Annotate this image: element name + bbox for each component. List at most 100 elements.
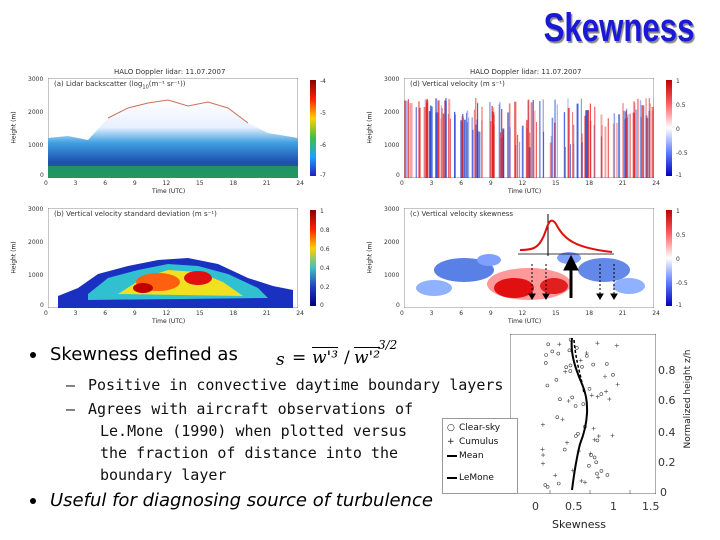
x-tick: 0 [400, 310, 404, 317]
panel-header: HALO Doppler lidar: 11.07.2007 [470, 68, 582, 76]
profile-y-label: Normalized height z/h [683, 349, 693, 449]
y-tick: 2000 [384, 239, 400, 246]
x-tick: 18 [229, 180, 238, 187]
x-tick: 12 [162, 310, 171, 317]
sub-bullet-agrees-line3: the fraction of distance into the [100, 444, 399, 462]
x-ticks: 0 3 6 9 12 15 18 21 24 [400, 180, 660, 187]
sub-bullet-dash: – [66, 376, 76, 394]
panel-c-skewness: (c) Vertical velocity skewness [366, 198, 700, 328]
x-tick: 18 [585, 310, 594, 317]
profile-x-tick: 1 [610, 500, 617, 513]
legend-text: Mean [459, 451, 484, 461]
cb-tick: -0.5 [676, 280, 688, 287]
profile-y-tick: 0 [660, 486, 667, 499]
legend-item-clear-sky: ○ Clear-sky [447, 423, 500, 433]
x-tick: 21 [262, 180, 271, 187]
x-axis-label: Time (UTC) [152, 318, 186, 325]
cb-tick: 0.6 [320, 246, 330, 253]
x-tick: 21 [618, 310, 627, 317]
x-tick: 0 [44, 310, 48, 317]
legend-line-dashed-icon [447, 476, 457, 479]
profile-y-tick: 0.2 [658, 456, 676, 469]
sub-bullet-agrees-line4: boundary layer [100, 466, 227, 484]
x-tick: 24 [296, 310, 304, 317]
y-tick: 3000 [28, 76, 44, 83]
formula-den: w'² [354, 348, 381, 368]
panel-b-stddev: (b) Vertical velocity standard deviation… [10, 198, 344, 328]
profile-x-tick: 0 [532, 500, 539, 513]
x-tick: 0 [400, 180, 404, 187]
y-tick: 1000 [384, 142, 400, 149]
profile-x-label: Skewness [552, 518, 606, 531]
x-tick: 3 [73, 310, 78, 317]
skewness-formula: s = w'³ / w'² 3/2 [274, 338, 404, 372]
sub-bullet-positive: – Positive in convective daytime boundary… [66, 376, 503, 394]
formula-exp: 3/2 [378, 338, 398, 352]
x-tick: 3 [429, 180, 434, 187]
panel-a-label-text: (a) Lidar backscatter (log [54, 80, 143, 88]
x-tick: 9 [488, 310, 493, 317]
y-tick: 2000 [28, 239, 44, 246]
x-tick: 15 [551, 180, 560, 187]
x-tick: 3 [429, 310, 434, 317]
x-ticks: 0 3 6 9 12 15 18 21 24 [44, 310, 304, 317]
x-ticks: 0 3 6 9 12 15 18 21 24 [44, 180, 304, 187]
panel-d-plot [404, 78, 654, 178]
x-tick: 6 [459, 310, 464, 317]
y-tick: 1000 [384, 272, 400, 279]
cb-tick: 0 [320, 302, 324, 309]
legend-marker-circle-icon: ○ [447, 423, 455, 433]
panel-c-colorbar [666, 210, 672, 306]
formula-s: s [276, 350, 285, 370]
cb-tick: 0.4 [320, 265, 330, 272]
y-axis-label: Height (m) [366, 111, 374, 144]
formula-eq: = [292, 348, 307, 368]
x-tick: 24 [652, 180, 660, 187]
x-tick: 15 [195, 310, 204, 317]
x-tick: 9 [132, 180, 137, 187]
profile-y-tick: 0.4 [658, 426, 676, 439]
bullet-dot [30, 352, 36, 358]
y-axis-label: Height (m) [10, 241, 18, 274]
profile-plot [510, 334, 656, 494]
cb-tick: -4 [320, 78, 326, 85]
bullet-text: Useful for diagnosing source of turbulen… [50, 490, 433, 511]
x-tick: 21 [262, 310, 271, 317]
cb-tick: -6 [320, 142, 326, 149]
y-tick: 0 [40, 302, 44, 309]
legend-line-solid-icon [447, 454, 457, 457]
panel-d-label: (d) Vertical velocity (m s⁻¹) [410, 80, 505, 88]
x-tick: 18 [585, 180, 594, 187]
y-tick: 2000 [28, 109, 44, 116]
x-tick: 12 [518, 310, 527, 317]
x-tick: 0 [44, 180, 48, 187]
panel-b-label: (b) Vertical velocity standard deviation… [54, 210, 217, 218]
cb-tick: 0.2 [320, 284, 330, 291]
x-tick: 6 [459, 180, 464, 187]
legend-item-mean: Mean [447, 451, 484, 461]
formula-num: w'³ [312, 348, 339, 368]
panel-header: HALO Doppler lidar: 11.07.2007 [114, 68, 226, 76]
profile-legend: ○ Clear-sky + Cumulus Mean LeMone [442, 418, 518, 494]
bullet-text: Skewness defined as [50, 344, 238, 365]
legend-text: Clear-sky [459, 423, 501, 433]
cb-tick: -5 [320, 110, 326, 117]
x-tick: 6 [103, 310, 108, 317]
panel-a-label-end: (m⁻¹ sr⁻¹)) [148, 80, 186, 88]
x-tick: 15 [551, 310, 560, 317]
panel-a-label-sub: 10 [142, 84, 149, 91]
skewness-profile-chart: ○ Clear-sky + Cumulus Mean LeMone 0 0.5 1 … [442, 330, 720, 540]
panel-c-label: (c) Vertical velocity skewness [410, 210, 514, 218]
x-ticks: 0 3 6 9 12 15 18 21 24 [400, 310, 660, 317]
x-tick: 24 [652, 310, 660, 317]
y-axis-label: Height (m) [10, 111, 18, 144]
cb-tick: 0.8 [320, 227, 330, 234]
y-axis-label: Height (m) [366, 241, 374, 274]
legend-item-cumulus: + Cumulus [447, 437, 498, 447]
y-tick: 1000 [28, 142, 44, 149]
cb-tick: -0.5 [676, 150, 688, 157]
y-tick: 1000 [28, 272, 44, 279]
panel-a-label: (a) Lidar backscatter (log10(m⁻¹ sr⁻¹)) [54, 80, 186, 90]
x-tick: 21 [618, 180, 627, 187]
y-tick: 0 [396, 172, 400, 179]
